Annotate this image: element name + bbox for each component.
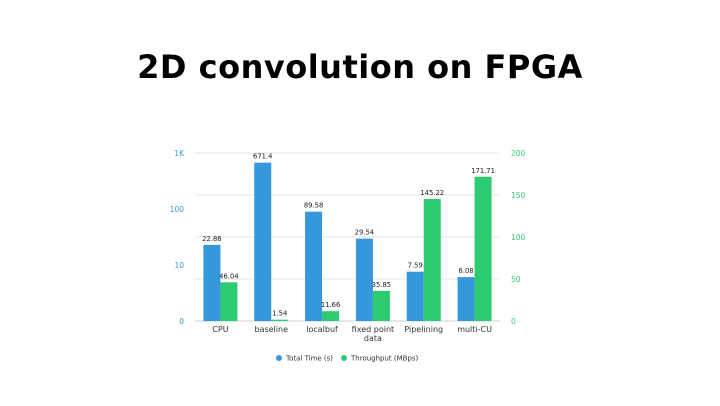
slide-title: 2D convolution on FPGA: [137, 48, 583, 86]
bar-throughput: [474, 176, 492, 321]
data-label-throughput: 145.22: [420, 189, 444, 197]
data-label-throughput: 1.54: [272, 310, 287, 318]
y-left-tick-label: 0: [179, 317, 184, 326]
y-right-tick-label: 150: [511, 191, 526, 200]
bar-total-time: [457, 277, 475, 321]
y-right-tick-label: 0: [511, 317, 516, 326]
x-tick-label: localbuf: [306, 325, 338, 334]
x-tick-label: Pipelining: [404, 325, 443, 334]
x-tick-label: fixed point: [352, 325, 394, 334]
y-left-tick-label: 100: [170, 205, 185, 214]
data-label-total-time: 6.08: [459, 267, 474, 275]
data-label-total-time: 29.54: [355, 229, 374, 237]
bar-throughput: [322, 311, 340, 321]
x-tick-label: multi-CU: [457, 325, 492, 334]
data-label-throughput: 46.04: [219, 272, 238, 280]
y-left-tick-label: 10: [174, 261, 184, 270]
data-label-throughput: 11.66: [321, 301, 340, 309]
y-right-tick-label: 50: [511, 275, 521, 284]
data-label-total-time: 22.86: [202, 235, 221, 243]
legend-marker: [341, 355, 347, 361]
data-label-total-time: 89.58: [304, 202, 323, 210]
bar-total-time: [355, 238, 373, 321]
bar-total-time: [254, 162, 272, 321]
legend-label: Throughput (MBps): [350, 355, 419, 363]
y-right-tick-label: 100: [511, 233, 526, 242]
legend-label: Total Time (s): [285, 355, 333, 363]
bar-throughput: [220, 282, 238, 321]
bar-total-time: [406, 271, 424, 321]
data-label-total-time: 7.59: [408, 262, 423, 270]
x-tick-label: baseline: [254, 325, 288, 334]
bar-total-time: [305, 211, 323, 321]
data-label-total-time: 671.4: [253, 153, 272, 161]
bar-throughput: [271, 319, 289, 321]
data-label-throughput: 35.85: [372, 281, 391, 289]
bar-throughput: [423, 199, 441, 321]
legend-marker: [276, 355, 282, 361]
x-tick-label: CPU: [212, 325, 228, 334]
y-right-tick-label: 200: [511, 149, 526, 158]
x-tick-label: data: [364, 334, 382, 343]
y-left-tick-label: 1K: [174, 149, 185, 158]
bar-total-time: [203, 244, 221, 321]
data-label-throughput: 171.71: [471, 167, 495, 175]
bar-throughput: [372, 290, 390, 321]
